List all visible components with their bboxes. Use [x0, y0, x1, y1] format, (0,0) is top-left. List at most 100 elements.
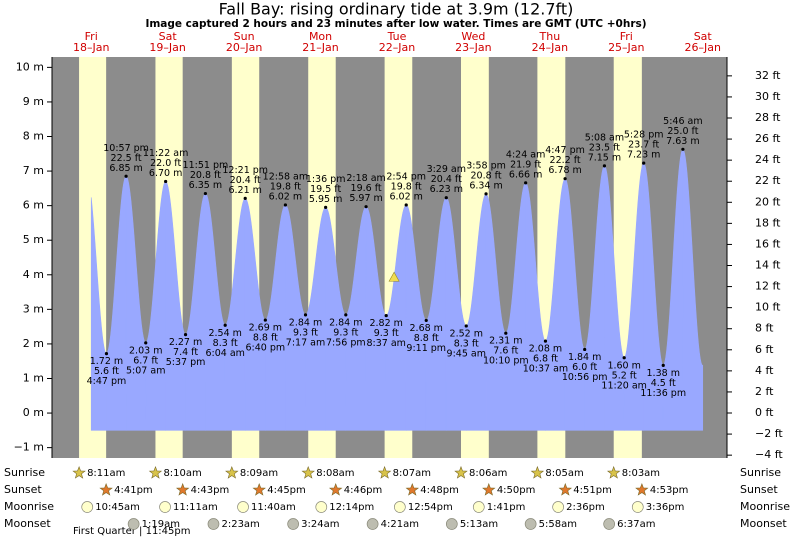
- almanac-time: 8:05am: [545, 468, 583, 479]
- current-level-marker: [388, 271, 400, 282]
- tide-area: [662, 148, 684, 431]
- almanac-label: Sunrise: [4, 466, 45, 479]
- moonset-icon: [287, 518, 299, 530]
- moonrise-icon: [393, 501, 406, 513]
- almanac-time: 8:09am: [240, 468, 278, 479]
- extreme-m: 6.34 m: [469, 180, 502, 191]
- extreme-time: 3:29 am: [427, 164, 466, 175]
- almanac-time: 1:19am: [142, 519, 180, 530]
- tide-area: [385, 204, 407, 431]
- sunset-icon: [558, 482, 573, 496]
- sunrise-icon: [148, 465, 163, 479]
- extreme-dot: [464, 324, 468, 328]
- y-tick-label: −1 m: [14, 441, 44, 454]
- y-tick-label: 8 m: [23, 130, 44, 143]
- extreme-time: 3:58 pm: [466, 160, 506, 171]
- extreme-dot: [164, 179, 168, 184]
- extreme-ft: 25.0 ft: [667, 126, 698, 137]
- sunset-icon: [99, 482, 113, 496]
- extreme-m: 1.60 m: [607, 360, 640, 371]
- extreme-ft: 6.0 ft: [572, 362, 597, 373]
- almanac-time: 4:50pm: [497, 485, 536, 496]
- extreme-dot: [364, 205, 368, 209]
- extreme-ft: 20.8 ft: [190, 170, 221, 181]
- tide-area: [285, 204, 306, 431]
- day-name: Fri: [620, 30, 633, 43]
- extreme-dot: [444, 196, 448, 200]
- tide-area: [205, 192, 226, 431]
- extreme-dot: [504, 331, 508, 335]
- almanac-time: 3:36pm: [646, 502, 685, 513]
- tide-area: [125, 175, 147, 431]
- y-tick-label: 4 m: [23, 268, 44, 281]
- tide-area: [365, 206, 387, 431]
- almanac-time: 2:36pm: [566, 502, 605, 513]
- extreme-ft: 9.3 ft: [333, 327, 358, 338]
- extreme-m: 2.84 m: [289, 317, 322, 328]
- extreme-m: 6.21 m: [228, 185, 261, 196]
- almanac-time: 5:13am: [460, 519, 498, 530]
- y2-tick-label: 26 ft: [755, 132, 781, 145]
- day-date: 19–Jan: [149, 41, 185, 54]
- extreme-m: 6.66 m: [509, 169, 542, 180]
- extreme-ft: 8.3 ft: [454, 338, 479, 349]
- tide-area: [604, 165, 625, 431]
- extreme-m: 2.69 m: [249, 323, 282, 334]
- y2-tick-label: 28 ft: [755, 111, 781, 124]
- moonrise-icon: [315, 501, 328, 513]
- y-tick-label: 9 m: [23, 95, 44, 108]
- day-name: Sun: [234, 30, 255, 43]
- almanac-label: Moonrise: [740, 500, 790, 513]
- extreme-m: 2.08 m: [529, 344, 562, 355]
- day-name: Sat: [694, 30, 713, 43]
- extreme-dot: [144, 341, 148, 345]
- y2-tick-label: 22 ft: [755, 174, 781, 187]
- chart-title: Fall Bay: rising ordinary tide at 3.9m (…: [219, 0, 574, 19]
- extreme-dot: [484, 192, 488, 196]
- extreme-m: 1.84 m: [568, 352, 601, 363]
- extreme-ft: 8.8 ft: [414, 333, 439, 344]
- day-name: Thu: [539, 30, 561, 43]
- extreme-dot: [563, 177, 567, 181]
- extreme-time: 9:45 am: [447, 348, 486, 359]
- day-name: Fri: [85, 30, 98, 43]
- extreme-m: 6.70 m: [149, 168, 182, 179]
- y-tick-label: 0 m: [23, 406, 44, 419]
- extreme-ft: 6.7 ft: [133, 355, 158, 366]
- y2-tick-label: 10 ft: [755, 301, 781, 314]
- extreme-ft: 22.2 ft: [550, 155, 581, 166]
- y2-tick-label: 20 ft: [755, 195, 781, 208]
- extreme-ft: 5.6 ft: [94, 366, 119, 377]
- chart-subtitle: Image captured 2 hours and 23 minutes af…: [145, 18, 646, 30]
- extreme-dot: [543, 339, 548, 343]
- extreme-m: 2.84 m: [329, 317, 362, 328]
- extreme-ft: 22.5 ft: [111, 153, 142, 164]
- extreme-m: 6.23 m: [430, 184, 463, 195]
- extreme-ft: 19.5 ft: [310, 184, 341, 195]
- extreme-dot: [524, 181, 528, 185]
- day-date: 26–Jan: [685, 41, 721, 54]
- extreme-ft: 9.3 ft: [293, 327, 318, 338]
- extreme-ft: 20.4 ft: [431, 174, 462, 185]
- extreme-dot: [384, 313, 388, 318]
- sunrise-icon: [225, 465, 239, 479]
- extreme-time: 7:17 am: [286, 337, 325, 348]
- almanac-time: 4:45pm: [267, 485, 306, 496]
- tide-area: [643, 162, 664, 431]
- tide-area: [325, 206, 347, 431]
- extreme-time: 5:28 pm: [624, 130, 664, 141]
- extreme-time: 10:37 am: [523, 364, 568, 375]
- extreme-time: 11:51 pm: [183, 160, 229, 171]
- extreme-time: 1:36 pm: [306, 174, 346, 185]
- extreme-dot: [642, 161, 646, 165]
- sunset-icon: [635, 482, 649, 496]
- y2-tick-label: −4 ft: [755, 448, 783, 461]
- almanac-time: 4:41pm: [114, 485, 153, 496]
- sunrise-icon: [377, 465, 392, 479]
- extreme-ft: 21.9 ft: [510, 159, 541, 170]
- tide-area: [224, 197, 246, 431]
- extreme-time: 12:21 pm: [222, 165, 268, 176]
- almanac-time: 2:23am: [221, 519, 259, 530]
- almanac-time: 8:08am: [316, 468, 354, 479]
- tide-area: [623, 162, 645, 431]
